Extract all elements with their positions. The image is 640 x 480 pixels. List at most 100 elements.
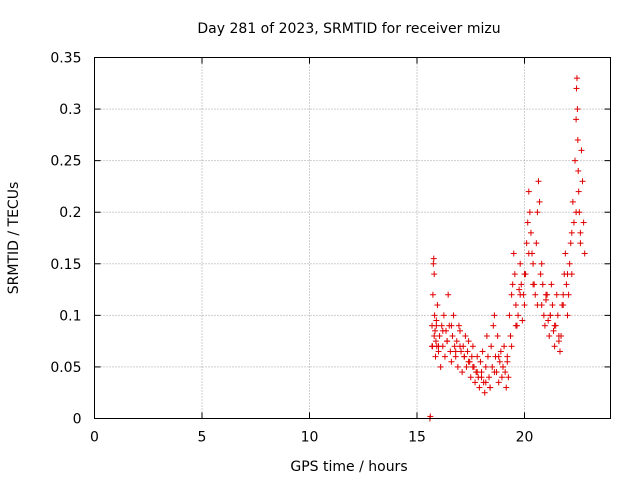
data-point [511,271,518,278]
data-point [432,338,439,345]
data-point [465,338,472,345]
data-point [517,260,524,267]
data-point [573,209,580,216]
data-point [504,358,511,365]
data-point [569,198,576,205]
data-point [464,348,471,355]
tick-labels: 0 5 10 15 20 0 0.05 0.1 0.15 0.2 0.25 0.3 0.35 [50,51,533,446]
data-point [550,327,557,334]
data-point [454,363,461,370]
data-point [431,312,438,319]
data-point [458,348,465,355]
data-point [534,209,541,216]
data-point [503,384,510,391]
data-point [525,188,532,195]
data-point [476,384,483,391]
data-point [488,343,495,350]
data-point [483,332,490,339]
x-tick-label: 20 [516,430,534,446]
data-point [429,291,436,298]
data-point [562,250,569,257]
data-point [474,353,481,360]
data-point [551,322,558,329]
data-point [495,353,502,360]
data-point [570,219,577,226]
data-point [490,322,497,329]
data-point [512,322,519,329]
data-point [474,369,481,376]
data-point [469,363,476,370]
plot-frame [94,57,611,419]
data-point [512,302,519,309]
data-point [449,332,456,339]
data-point [486,374,493,381]
data-point [438,322,445,329]
data-point [577,229,584,236]
data-point [515,312,522,319]
data-point [457,343,463,350]
data-point [502,369,509,376]
data-point [543,296,549,303]
data-point [496,358,503,365]
data-point [518,281,525,288]
data-point [461,353,468,360]
data-point [573,85,580,92]
y-tick-label: 0.15 [50,257,81,273]
data-point [433,317,440,324]
data-point [547,312,554,319]
data-point [489,363,496,370]
data-point [465,358,472,365]
data-point [451,343,458,350]
data-point [491,312,498,319]
data-point [495,379,502,386]
data-point [577,240,584,247]
data-point [463,363,470,370]
data-point [482,379,489,386]
data-point [494,332,501,339]
x-tick-label: 5 [198,430,207,446]
data-point [447,348,454,355]
data-point [525,250,532,257]
data-point [535,178,542,185]
data-point [437,363,444,370]
data-point [430,255,437,262]
data-point [564,312,571,319]
data-point [508,291,515,298]
data-point [555,332,562,339]
data-point [534,302,541,309]
data-point [536,198,543,205]
data-point [457,327,463,334]
data-point [538,260,545,267]
data-point [526,209,533,216]
data-point [481,389,488,396]
data-point [450,312,457,319]
data-point [448,358,455,365]
data-point [543,291,549,298]
data-point [435,348,442,355]
data-point [555,338,562,345]
data-point [432,353,439,360]
data-point [545,317,552,324]
data-point [448,322,455,329]
data-point [579,178,586,185]
data-point [459,369,466,376]
data-point [574,137,581,144]
data-point [549,302,556,309]
data-point [469,343,476,350]
x-tick-label: 15 [408,430,426,446]
x-axis-label: GPS time / hours [290,459,407,475]
data-point [553,291,560,298]
y-tick-label: 0.3 [59,102,81,118]
data-points [426,75,588,422]
data-point [524,219,531,226]
data-point [491,369,498,376]
x-tick-label: 0 [90,430,99,446]
y-tick-label: 0 [73,412,82,428]
y-axis-label: SRMTID / TECUs [6,182,22,295]
data-point [580,219,587,226]
data-point [560,302,567,309]
data-point [516,286,523,293]
data-point [497,348,504,355]
data-point [563,281,570,288]
